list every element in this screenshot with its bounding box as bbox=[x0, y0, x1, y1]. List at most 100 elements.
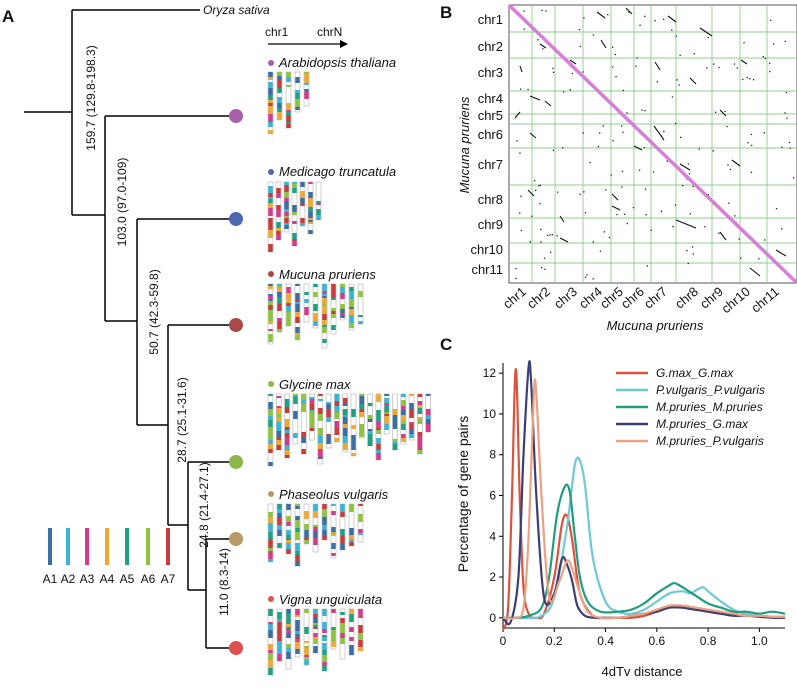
synteny-dot bbox=[645, 214, 647, 216]
synteny-segment bbox=[699, 27, 713, 37]
synteny-dot bbox=[727, 164, 729, 166]
chromosome-bar bbox=[312, 608, 319, 654]
synteny-dot bbox=[769, 62, 771, 65]
synteny-dot bbox=[621, 186, 623, 188]
synteny-dot bbox=[550, 251, 552, 253]
chromosome-bar bbox=[375, 393, 382, 461]
synteny-dot bbox=[519, 212, 521, 214]
synteny-dot bbox=[650, 229, 652, 231]
legend-label-a6: A6 bbox=[141, 572, 156, 586]
chromosome-bar bbox=[276, 283, 283, 333]
synteny-dot bbox=[520, 195, 522, 197]
synteny-dot bbox=[786, 117, 788, 119]
branch-label-3: 50.7 (42.3-59.8) bbox=[147, 269, 161, 354]
synteny-segment bbox=[559, 215, 565, 223]
synteny-segment bbox=[596, 11, 606, 19]
synteny-dot bbox=[533, 180, 536, 182]
chromosome-bar bbox=[285, 71, 292, 129]
synteny-dot bbox=[704, 226, 706, 228]
synteny-segment bbox=[539, 43, 547, 49]
chart-legend: G.max_G.max P.vulgaris_P.vulgaris M.prurie… bbox=[616, 366, 765, 448]
legend-swatch-a1 bbox=[48, 528, 52, 565]
chromosome-bar bbox=[275, 393, 282, 451]
chromosome-bar bbox=[325, 393, 332, 449]
synteny-dot bbox=[540, 241, 542, 243]
synteny-dot bbox=[652, 171, 655, 173]
dotplot-y-tick-label: chr4 bbox=[478, 91, 503, 106]
synteny-dot bbox=[551, 234, 553, 236]
synteny-dot bbox=[742, 78, 744, 81]
synteny-dot bbox=[770, 19, 772, 21]
synteny-dot bbox=[579, 193, 581, 195]
chromosome-bar bbox=[357, 283, 364, 325]
synteny-dot bbox=[674, 204, 677, 206]
synteny-dot bbox=[589, 161, 591, 164]
species-name-arabidopsis: Arabidopsis thaliana bbox=[278, 55, 396, 70]
species-name-mucuna: Mucuna pruriens bbox=[279, 267, 376, 282]
synteny-dot bbox=[592, 34, 594, 36]
synteny-dot bbox=[728, 202, 730, 204]
chromosome-bar bbox=[315, 181, 322, 221]
synteny-dot bbox=[562, 91, 565, 93]
synteny-segment bbox=[679, 163, 691, 171]
synteny-dot bbox=[781, 228, 783, 230]
dotplot-x-tick-label: chr8 bbox=[672, 284, 701, 312]
synteny-dot bbox=[614, 53, 616, 56]
synteny-dot bbox=[718, 66, 720, 69]
synteny-segment bbox=[667, 15, 677, 23]
legend-swatch-a4 bbox=[105, 528, 109, 565]
y-tick-label: 4 bbox=[489, 529, 496, 543]
synteny-dot bbox=[610, 174, 612, 176]
synteny-dot bbox=[531, 215, 533, 217]
synteny-dot bbox=[622, 89, 624, 92]
synteny-dot bbox=[612, 46, 614, 48]
synteny-dot bbox=[544, 268, 546, 270]
chromosome-bar bbox=[283, 181, 290, 233]
synteny-dot bbox=[743, 42, 745, 44]
synteny-dot bbox=[539, 184, 541, 186]
synteny-dot bbox=[615, 76, 617, 78]
dotplot-x-tick-label: chr2 bbox=[524, 284, 553, 312]
dotplot-x-tick-label: chr1 bbox=[500, 284, 529, 312]
chromosome-bar bbox=[303, 503, 310, 545]
synteny-dot bbox=[679, 54, 681, 56]
chromosome-bar bbox=[317, 393, 324, 465]
legend-swatch-a6 bbox=[146, 528, 150, 565]
node-glycine bbox=[229, 455, 243, 469]
synteny-dot bbox=[602, 125, 604, 127]
dotplot-y-tick-label: chr7 bbox=[478, 157, 503, 172]
dotplot-y-tick-label: chr9 bbox=[478, 217, 503, 232]
y-tick-label: 0 bbox=[489, 611, 496, 625]
chromosome-bar bbox=[312, 503, 319, 553]
synteny-dot bbox=[656, 81, 658, 83]
synteny-segment bbox=[633, 145, 643, 151]
chromosome-bar bbox=[267, 608, 274, 676]
legend-label-a3: A3 bbox=[80, 572, 95, 586]
y-tick-label: 8 bbox=[489, 448, 496, 462]
ks-distribution-chart: 0 2 4 6 8 10 12 0 0.2 0.4 0.6 0.8 1.0 G.max_G.max P.v… bbox=[483, 360, 786, 648]
branch-label-4: 28.7 (25.1-31.6) bbox=[175, 377, 189, 462]
synteny-dot bbox=[582, 71, 584, 73]
synteny-segment bbox=[689, 77, 697, 85]
synteny-segment bbox=[559, 237, 569, 243]
species-dot-vigna bbox=[268, 596, 274, 602]
synteny-dot bbox=[682, 185, 684, 187]
synteny-dot bbox=[749, 78, 751, 80]
chromosome-bar bbox=[276, 608, 283, 662]
synteny-dot bbox=[691, 246, 694, 248]
synteny-dot bbox=[626, 222, 628, 225]
dotplot-y-tick-label: chr11 bbox=[471, 262, 503, 277]
chromosome-bar bbox=[348, 283, 355, 331]
dotplot-y-tick-label: chr1 bbox=[478, 12, 503, 27]
synteny-dot bbox=[763, 132, 765, 134]
synteny-dot bbox=[712, 150, 714, 152]
synteny-dot bbox=[541, 9, 543, 12]
synteny-dot bbox=[515, 277, 517, 280]
synteny-dot bbox=[545, 10, 547, 12]
synteny-dot bbox=[758, 258, 760, 260]
synteny-dot bbox=[781, 146, 783, 148]
legend-swatch-a2 bbox=[66, 528, 70, 565]
synteny-dot bbox=[692, 253, 694, 255]
node-mucuna bbox=[229, 318, 243, 332]
